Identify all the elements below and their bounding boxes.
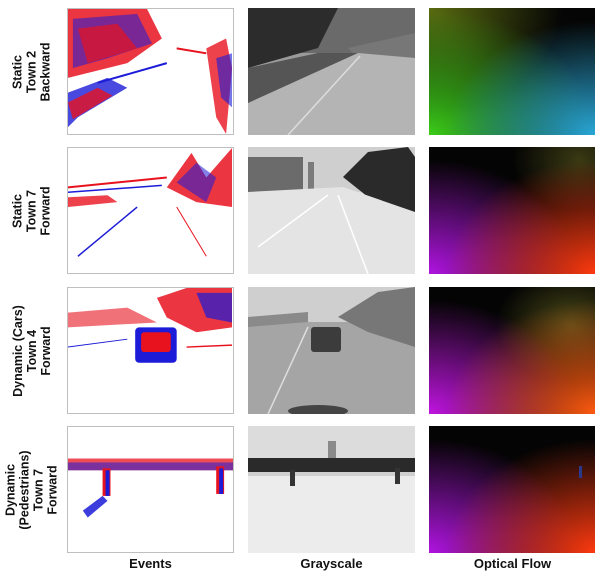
row-label-4: Dynamic (Pedestrians) Town 7 Forward bbox=[4, 449, 61, 530]
optical-flow-image-row2 bbox=[429, 147, 595, 274]
column-label-events: Events bbox=[129, 556, 172, 571]
grayscale-image-row1 bbox=[248, 8, 415, 135]
column-label-grayscale: Grayscale bbox=[300, 556, 363, 571]
optical-flow-image-row1 bbox=[429, 8, 595, 135]
events-image-row1 bbox=[67, 8, 234, 135]
row-label-1: Static Town 2 Backward bbox=[11, 41, 53, 102]
events-image-row2 bbox=[67, 147, 234, 274]
optical-flow-image-row3 bbox=[429, 287, 595, 414]
column-label-optical-flow: Optical Flow bbox=[473, 556, 552, 571]
row-label-2: Static Town 7 Forward bbox=[11, 185, 53, 236]
grayscale-image-row4 bbox=[248, 426, 415, 553]
grayscale-image-row2 bbox=[248, 147, 415, 274]
events-image-row4 bbox=[67, 426, 234, 553]
grayscale-image-row3 bbox=[248, 287, 415, 414]
events-image-row3 bbox=[67, 287, 234, 414]
row-label-3: Dynamic (Cars) Town 4 Forward bbox=[11, 304, 54, 397]
optical-flow-image-row4 bbox=[429, 426, 595, 553]
